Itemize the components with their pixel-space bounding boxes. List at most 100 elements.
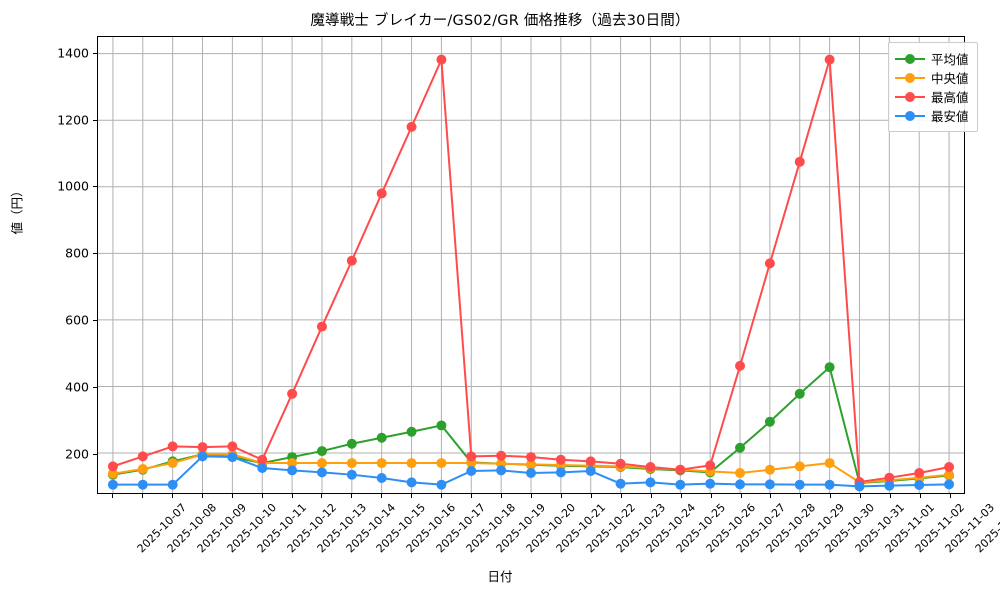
series-marker bbox=[346, 469, 357, 480]
legend-label: 中央値 bbox=[931, 71, 969, 86]
legend-item[interactable]: 中央値 bbox=[895, 68, 969, 87]
series-marker bbox=[764, 258, 775, 269]
chart-title: 魔導戦士 ブレイカー/GS02/GR 価格推移（過去30日間） bbox=[310, 13, 690, 29]
x-axis-tick-mark bbox=[261, 494, 263, 498]
series-marker bbox=[824, 458, 835, 469]
legend-swatch-icon bbox=[895, 72, 925, 84]
x-axis-tick-mark bbox=[441, 494, 443, 498]
x-axis-tick-mark bbox=[920, 494, 922, 498]
x-axis-tick-mark bbox=[860, 494, 862, 498]
x-axis-tick-mark bbox=[770, 494, 772, 498]
y-axis-tick-mark bbox=[93, 453, 97, 455]
series-marker bbox=[137, 451, 148, 462]
series-marker bbox=[257, 454, 268, 465]
legend-dot-icon bbox=[905, 110, 915, 121]
series-marker bbox=[436, 420, 447, 431]
series-marker bbox=[615, 478, 626, 489]
series-marker bbox=[316, 467, 327, 478]
series-marker bbox=[436, 479, 447, 490]
legend-label: 最安値 bbox=[931, 109, 969, 124]
x-axis-tick-mark bbox=[740, 494, 742, 498]
series-marker bbox=[197, 442, 208, 453]
y-axis-tick-label: 400 bbox=[65, 379, 89, 395]
y-axis-tick-label: 200 bbox=[65, 446, 89, 462]
series-marker bbox=[735, 442, 746, 453]
series-marker bbox=[764, 479, 775, 490]
legend-swatch-icon bbox=[895, 110, 925, 122]
x-axis-tick-mark bbox=[560, 494, 562, 498]
x-axis-tick-mark bbox=[800, 494, 802, 498]
series-marker bbox=[764, 416, 775, 427]
x-axis-tick-mark bbox=[471, 494, 473, 498]
series-marker bbox=[406, 458, 417, 469]
data-series bbox=[107, 54, 955, 487]
x-axis-tick-mark bbox=[501, 494, 503, 498]
series-marker bbox=[526, 468, 536, 479]
series-marker bbox=[376, 188, 387, 199]
x-axis-tick-mark bbox=[381, 494, 383, 498]
series-marker bbox=[735, 468, 746, 479]
legend-item[interactable]: 平均値 bbox=[895, 49, 969, 68]
x-axis-tick-mark bbox=[291, 494, 293, 498]
y-axis-tick-label: 1000 bbox=[57, 178, 89, 194]
series-marker bbox=[137, 479, 148, 490]
series-marker bbox=[406, 426, 417, 437]
y-axis-tick-mark bbox=[93, 253, 97, 255]
series-marker bbox=[257, 463, 268, 474]
legend-swatch-icon bbox=[895, 53, 925, 65]
x-axis-tick-mark bbox=[950, 494, 952, 498]
series-marker bbox=[824, 362, 835, 373]
y-axis-tick-mark bbox=[93, 52, 97, 54]
series-marker bbox=[167, 441, 178, 452]
grid-lines bbox=[98, 37, 964, 493]
legend-label: 最高値 bbox=[931, 90, 969, 105]
series-marker bbox=[764, 464, 775, 475]
legend-item[interactable]: 最高値 bbox=[895, 87, 969, 106]
series-marker bbox=[107, 461, 118, 472]
x-axis-tick-mark bbox=[231, 494, 233, 498]
series-line bbox=[111, 58, 951, 484]
series-marker bbox=[346, 458, 357, 469]
series-marker bbox=[376, 473, 387, 484]
series-marker bbox=[526, 459, 536, 470]
series-marker bbox=[944, 479, 955, 490]
series-marker bbox=[346, 438, 357, 449]
x-axis-tick-mark bbox=[680, 494, 682, 498]
series-marker bbox=[555, 467, 566, 478]
series-marker bbox=[107, 468, 118, 479]
series-marker bbox=[376, 432, 387, 443]
series-marker bbox=[824, 54, 835, 65]
x-axis-tick-mark bbox=[321, 494, 323, 498]
plot-area bbox=[97, 36, 965, 494]
series-marker bbox=[914, 480, 925, 490]
series-marker bbox=[675, 464, 686, 475]
x-axis-tick-mark bbox=[650, 494, 652, 498]
x-axis-tick-mark bbox=[351, 494, 353, 498]
x-axis-tick-mark bbox=[531, 494, 532, 498]
x-axis-tick-mark bbox=[830, 494, 832, 498]
y-axis-tick-mark bbox=[93, 387, 97, 389]
legend-dot-icon bbox=[905, 53, 915, 64]
series-marker bbox=[585, 456, 596, 467]
x-axis-tick-mark bbox=[171, 494, 173, 498]
series-marker bbox=[287, 458, 298, 469]
series-marker bbox=[376, 458, 387, 469]
series-marker bbox=[794, 479, 805, 490]
series-marker bbox=[316, 321, 327, 332]
series-marker bbox=[615, 458, 626, 469]
x-axis-tick-mark bbox=[411, 494, 413, 498]
legend-dot-icon bbox=[905, 72, 915, 83]
series-marker bbox=[794, 461, 805, 472]
series-marker bbox=[705, 460, 716, 471]
series-marker bbox=[227, 441, 238, 452]
series-marker bbox=[316, 458, 327, 469]
y-axis-tick-label: 600 bbox=[65, 312, 89, 328]
data-series bbox=[107, 451, 955, 492]
legend-item[interactable]: 最安値 bbox=[895, 106, 969, 125]
series-marker bbox=[466, 466, 477, 477]
series-marker bbox=[675, 479, 686, 490]
series-marker bbox=[914, 468, 925, 479]
x-axis-tick-mark bbox=[620, 494, 622, 498]
series-marker bbox=[884, 480, 895, 491]
